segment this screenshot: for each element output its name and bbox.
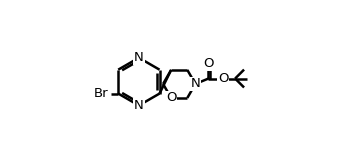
Text: O: O [203, 57, 214, 70]
Text: O: O [218, 72, 228, 85]
Text: N: N [190, 77, 200, 90]
Text: N: N [134, 99, 144, 112]
Text: Br: Br [93, 87, 108, 100]
Text: O: O [166, 91, 177, 104]
Text: N: N [134, 51, 144, 64]
